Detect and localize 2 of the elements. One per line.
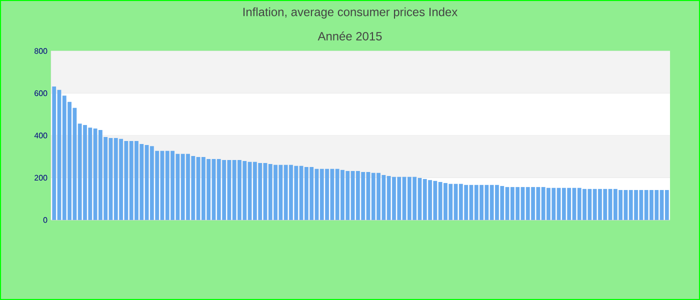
- chart-subtitle: Année 2015: [318, 32, 382, 40]
- chart-title: Inflation, average consumer prices Index: [243, 7, 458, 19]
